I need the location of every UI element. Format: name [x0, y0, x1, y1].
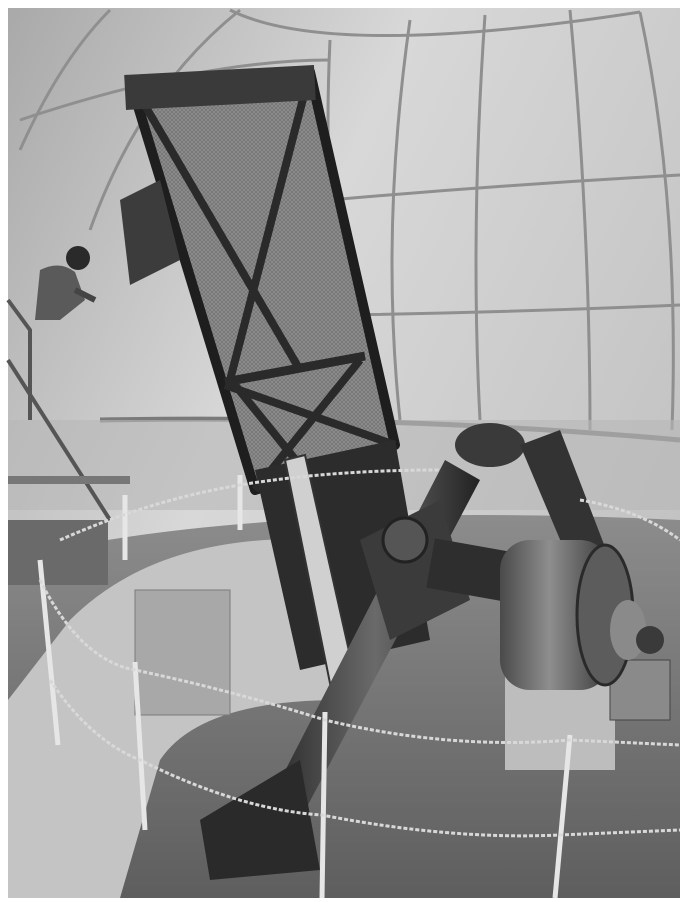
- railing-part-part: [59, 468, 441, 542]
- railing: [37, 468, 680, 899]
- railing-part-part: [48, 679, 680, 838]
- railing-part: [37, 475, 573, 899]
- telescope-tube-part: [120, 180, 180, 285]
- railing-part-part: [132, 661, 148, 831]
- mount-part: [200, 760, 320, 880]
- floor-part: [8, 539, 340, 898]
- mount-part: [455, 423, 525, 467]
- railing-part: [38, 468, 680, 838]
- railing-part-part: [552, 734, 573, 899]
- floor-part: [134, 589, 231, 716]
- person-part: [73, 287, 97, 303]
- stairs-part: [8, 520, 108, 585]
- dome-part-part: [474, 14, 487, 421]
- counterweight: [500, 540, 664, 690]
- dome-part-part: [18, 8, 112, 151]
- telescope-tube-part: [126, 70, 397, 493]
- telescope-tube-part: [224, 351, 366, 387]
- person: [35, 246, 97, 320]
- counterweight-part: [636, 626, 664, 654]
- mount-part: [381, 516, 429, 564]
- stairs: [6, 298, 130, 585]
- railing-part-part: [579, 498, 680, 542]
- dome-part-part: [638, 11, 675, 431]
- stairs-part: [6, 358, 112, 522]
- dome-part-part: [349, 303, 680, 317]
- person-part: [66, 246, 90, 270]
- dome-part-part: [329, 173, 680, 202]
- person-part: [35, 265, 85, 320]
- railing-part-part: [38, 579, 680, 747]
- dome-part-part: [390, 19, 412, 421]
- dome-part-part: [568, 9, 592, 431]
- telescope-tube-part: [124, 65, 316, 110]
- railing-part-part: [319, 711, 328, 899]
- mount-part: [520, 430, 610, 575]
- dome-part-part: [229, 8, 641, 37]
- mount-part: [426, 538, 514, 602]
- stairs-part: [6, 298, 32, 420]
- railing-part-part: [37, 559, 61, 746]
